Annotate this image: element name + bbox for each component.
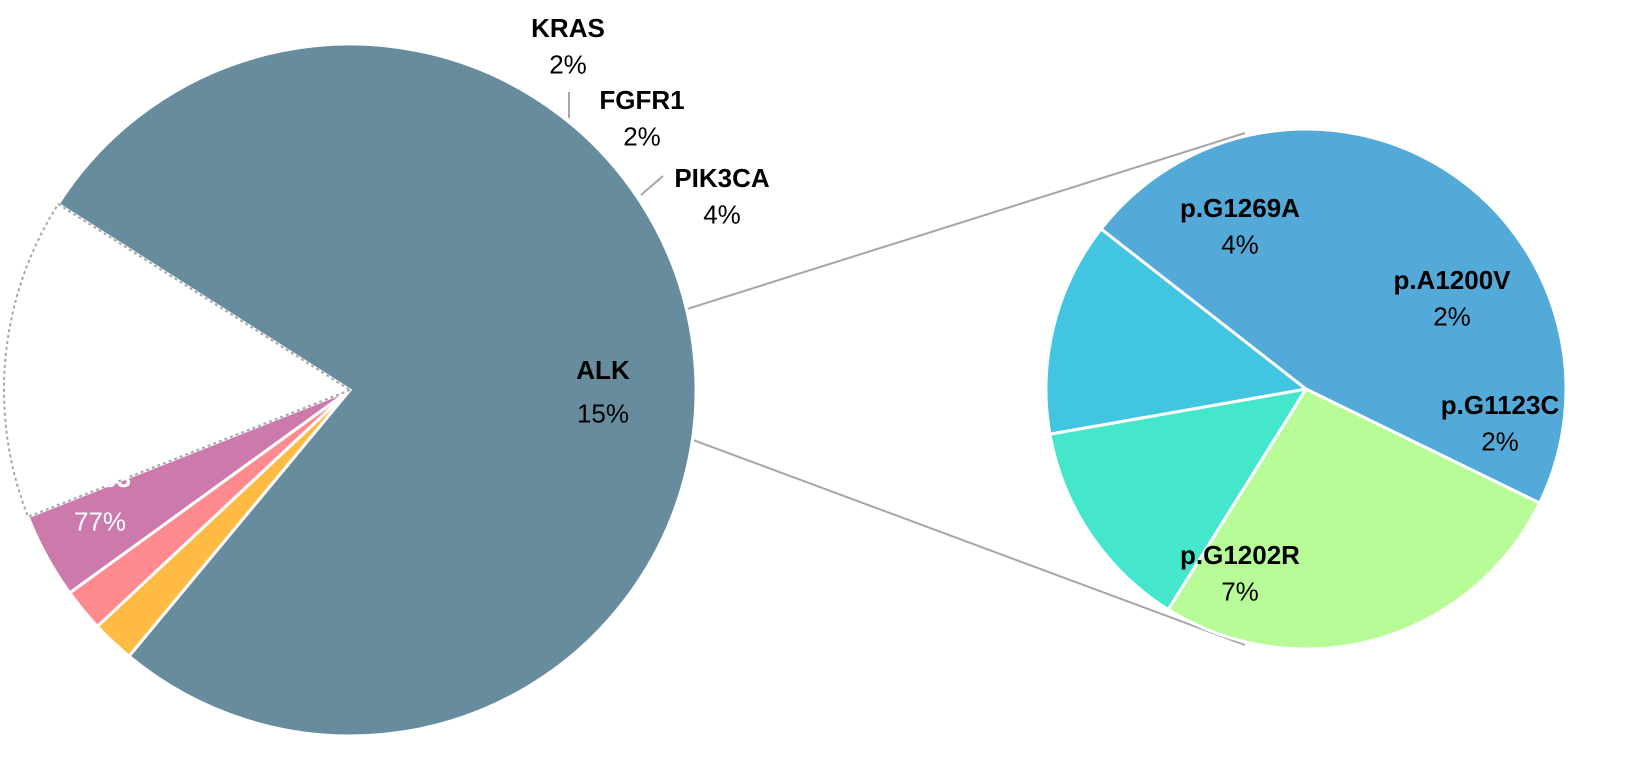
label-p-g1269a-value: 4% — [1221, 229, 1259, 259]
pie-slice-tp53 — [56, 42, 698, 738]
label-alk-value: 15% — [577, 399, 629, 429]
label-fgfr1-value: 2% — [623, 121, 661, 151]
sub-pie — [1044, 127, 1568, 651]
label-alk: ALK 15% — [576, 355, 630, 429]
leader-line-pik3ca — [640, 175, 664, 196]
data-labels: TP53 77% KRAS 2% FGFR1 2% PIK3CA 4% ALK 15% p.G126… — [69, 13, 1560, 606]
sub-pie-slice-p-g1269a — [1166, 387, 1542, 651]
label-p-g1202r: p.G1202R 7% — [1180, 540, 1300, 606]
label-p-a1200v: p.A1200V 2% — [1393, 265, 1511, 331]
label-pik3ca-value: 4% — [703, 199, 741, 229]
label-p-g1269a: p.G1269A 4% — [1180, 193, 1300, 259]
label-p-a1200v-name: p.A1200V — [1393, 265, 1511, 295]
label-p-a1200v-value: 2% — [1433, 301, 1471, 331]
label-pik3ca-name: PIK3CA — [674, 163, 770, 193]
label-p-g1202r-name: p.G1202R — [1180, 540, 1300, 570]
label-p-g1123c: p.G1123C 2% — [1441, 390, 1560, 456]
label-tp53-value: 77% — [74, 507, 126, 537]
label-kras: KRAS 2% — [531, 13, 605, 79]
label-alk-name: ALK — [576, 355, 630, 385]
pie-slice-pik3ca — [26, 388, 351, 595]
sub-pie-slice-p-a1200v — [1048, 386, 1310, 612]
main-pie — [3, 42, 698, 738]
label-tp53-name: TP53 — [69, 463, 131, 493]
label-kras-name: KRAS — [531, 13, 605, 43]
label-fgfr1-name: FGFR1 — [599, 85, 684, 115]
label-fgfr1: FGFR1 2% — [599, 85, 684, 151]
label-p-g1202r-value: 7% — [1221, 576, 1259, 606]
label-p-g1269a-name: p.G1269A — [1180, 193, 1300, 223]
label-p-g1123c-name: p.G1123C — [1441, 390, 1560, 420]
label-kras-value: 2% — [549, 49, 587, 79]
label-pik3ca: PIK3CA 4% — [674, 163, 770, 229]
pie-slice-alk — [3, 202, 353, 519]
sub-pie-slice-p-g1202r — [1099, 127, 1568, 505]
label-p-g1123c-value: 2% — [1481, 426, 1519, 456]
label-tp53: TP53 77% — [69, 463, 131, 537]
sub-pie-slice-p-g1123c — [1044, 226, 1310, 436]
